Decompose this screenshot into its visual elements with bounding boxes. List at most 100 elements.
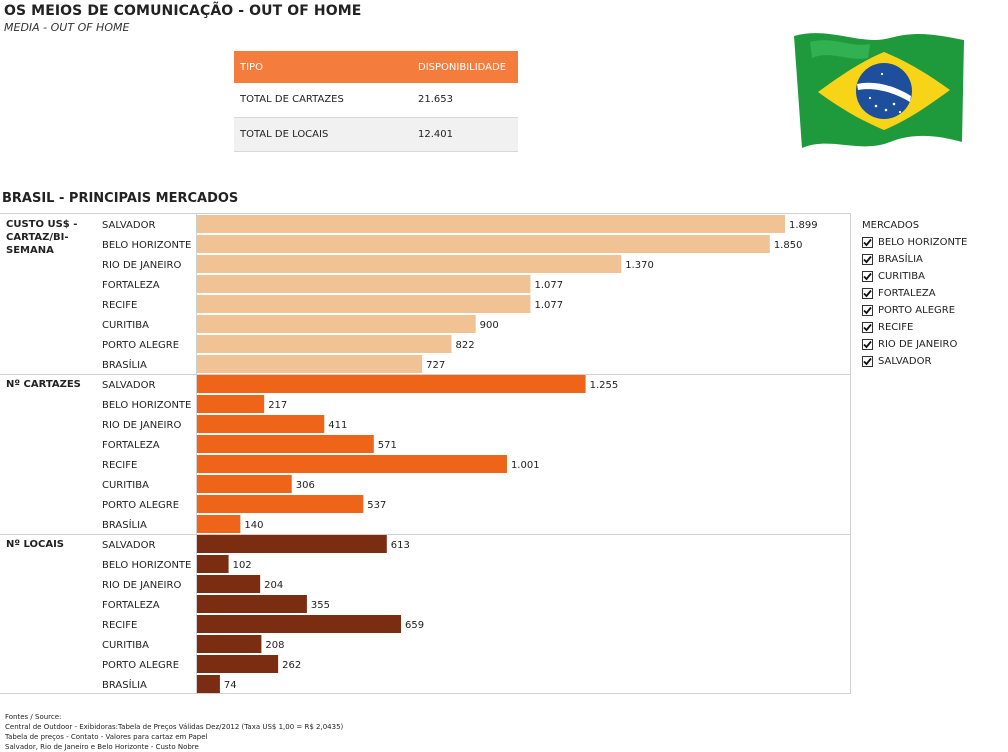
- legend-item-label: BRASÍLIA: [878, 254, 923, 265]
- flag-star: [898, 110, 902, 114]
- category-label: BELO HORIZONTE: [102, 560, 191, 571]
- category-label: SALVADOR: [102, 220, 155, 231]
- legend-item-label: RECIFE: [878, 322, 914, 333]
- bar-value-label: 306: [296, 480, 315, 491]
- bar-chart-frame: CUSTO US$ - CARTAZ/BI- SEMANA SALVADOR 1.899…: [0, 213, 851, 694]
- bar-value-label: 537: [367, 500, 386, 511]
- checkbox-checked-icon[interactable]: [862, 322, 873, 333]
- bar-value-label: 204: [264, 580, 283, 591]
- bar-value-label: 727: [426, 360, 445, 371]
- checkbox-checked-icon[interactable]: [862, 339, 873, 350]
- category-label: CURITIBA: [102, 640, 149, 651]
- summary-row-value: 21.653: [418, 94, 453, 106]
- bar: [197, 255, 622, 273]
- summary-header-tipo: TIPO: [240, 61, 263, 73]
- legend-item[interactable]: BELO HORIZONTE: [862, 234, 967, 251]
- panel-label: SEMANA: [6, 245, 54, 256]
- flag-star: [884, 108, 888, 112]
- legend-item[interactable]: FORTALEZA: [862, 285, 967, 302]
- brazil-flag-icon: [794, 33, 964, 148]
- summary-header-row: TIPO DISPONIBILIDADE: [234, 51, 518, 83]
- panel-label: Nº CARTAZES: [6, 379, 81, 390]
- section-title: BRASIL - PRINCIPAIS MERCADOS: [2, 191, 239, 206]
- bar: [197, 475, 292, 493]
- summary-header-disponibilidade: DISPONIBILIDADE: [418, 61, 507, 73]
- bar-value-label: 1.255: [590, 380, 619, 391]
- bar-value-label: 217: [268, 400, 287, 411]
- legend-items: BELO HORIZONTE BRASÍLIA CURITIBA FORTALEZA P…: [862, 234, 967, 370]
- category-label: RIO DE JANEIRO: [102, 260, 181, 271]
- table-row: TOTAL DE LOCAIS 12.401: [234, 117, 518, 151]
- category-label: SALVADOR: [102, 540, 155, 551]
- legend-item[interactable]: CURITIBA: [862, 268, 967, 285]
- footer-sources: Fontes / Source: Central de Outdoor - Ex…: [5, 712, 343, 752]
- bar-value-label: 262: [282, 660, 301, 671]
- bar-value-label: 613: [391, 540, 410, 551]
- category-label: FORTALEZA: [102, 280, 160, 291]
- bar: [197, 675, 220, 693]
- flag-star: [892, 102, 896, 106]
- flag-star: [880, 72, 884, 76]
- table-row: TOTAL DE CARTAZES 21.653: [234, 83, 518, 117]
- legend-item[interactable]: PORTO ALEGRE: [862, 302, 967, 319]
- category-label: FORTALEZA: [102, 600, 160, 611]
- bar: [197, 435, 374, 453]
- legend-item-label: FORTALEZA: [878, 288, 936, 299]
- category-label: CURITIBA: [102, 480, 149, 491]
- bar: [197, 515, 241, 533]
- legend-item-label: RIO DE JANEIRO: [878, 339, 958, 350]
- checkbox-checked-icon[interactable]: [862, 237, 873, 248]
- category-label: SALVADOR: [102, 380, 155, 391]
- bar: [197, 575, 261, 593]
- category-label: RIO DE JANEIRO: [102, 580, 181, 591]
- summary-row-label: TOTAL DE LOCAIS: [240, 128, 329, 140]
- page-title: OS MEIOS DE COMUNICAÇÃO - OUT OF HOME: [4, 3, 362, 19]
- bar-value-label: 140: [244, 520, 263, 531]
- bar: [197, 455, 507, 473]
- checkbox-checked-icon[interactable]: [862, 356, 873, 367]
- bar-value-label: 355: [311, 600, 330, 611]
- flag-star: [868, 96, 872, 100]
- bar: [197, 555, 229, 573]
- bar-value-label: 1.077: [534, 280, 563, 291]
- bar-value-label: 1.850: [774, 240, 803, 251]
- bar: [197, 415, 325, 433]
- bar-value-label: 659: [405, 620, 424, 631]
- bar-value-label: 1.001: [511, 460, 540, 471]
- legend-item-label: CURITIBA: [878, 271, 925, 282]
- bar-value-label: 74: [224, 680, 237, 691]
- footer-line: Tabela de preços - Contato - Valores par…: [5, 733, 208, 741]
- bar-value-label: 571: [378, 440, 397, 451]
- footer-line: Fontes / Source:: [5, 713, 62, 721]
- checkbox-checked-icon[interactable]: [862, 254, 873, 265]
- panel-label: CARTAZ/BI-: [6, 232, 69, 243]
- bar: [197, 315, 476, 333]
- legend-item[interactable]: RECIFE: [862, 319, 967, 336]
- legend-item[interactable]: BRASÍLIA: [862, 251, 967, 268]
- category-label: RECIFE: [102, 460, 137, 471]
- bar-value-label: 1.370: [625, 260, 654, 271]
- checkbox-checked-icon[interactable]: [862, 271, 873, 282]
- legend-item[interactable]: RIO DE JANEIRO: [862, 336, 967, 353]
- category-label: RECIFE: [102, 620, 137, 631]
- bar-value-label: 1.899: [789, 220, 818, 231]
- category-label: RIO DE JANEIRO: [102, 420, 181, 431]
- panel-label: CUSTO US$ -: [6, 219, 77, 230]
- checkbox-checked-icon[interactable]: [862, 305, 873, 316]
- legend-item[interactable]: SALVADOR: [862, 353, 967, 370]
- bar: [197, 375, 586, 393]
- bar: [197, 535, 387, 553]
- legend-item-label: BELO HORIZONTE: [878, 237, 968, 248]
- page-subtitle: MEDIA - OUT OF HOME: [4, 21, 130, 34]
- bar-value-label: 208: [265, 640, 284, 651]
- legend-mercados: MERCADOS BELO HORIZONTE BRASÍLIA CURITIBA F…: [862, 220, 967, 370]
- flag-highlight: [810, 40, 870, 59]
- bar-value-label: 900: [480, 320, 499, 331]
- checkbox-checked-icon[interactable]: [862, 288, 873, 299]
- panel-label: Nº LOCAIS: [6, 539, 64, 550]
- footer-line: Salvador, Rio de Janeiro e Belo Horizont…: [5, 743, 199, 751]
- bar: [197, 355, 423, 373]
- category-label: FORTALEZA: [102, 440, 160, 451]
- category-label: PORTO ALEGRE: [102, 660, 179, 671]
- category-label: BRASÍLIA: [102, 518, 147, 531]
